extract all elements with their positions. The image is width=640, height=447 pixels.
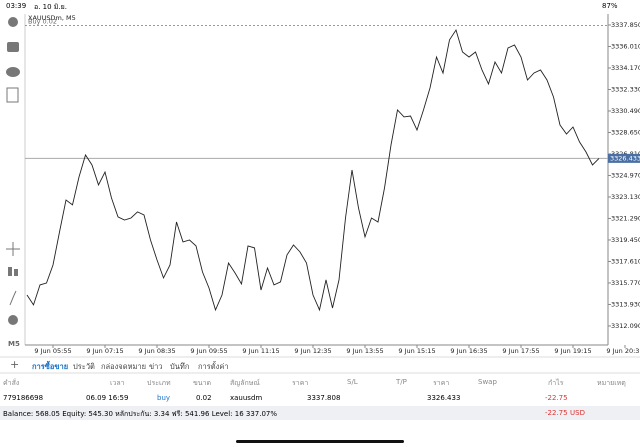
table-cell: 779186698	[3, 394, 44, 402]
column-header: หมายเหตุ	[597, 379, 626, 387]
period-label[interactable]: M5	[8, 340, 20, 348]
tab[interactable]: การตั้งค่า	[198, 362, 229, 371]
x-tick-label: 9 Jun 05:55	[34, 347, 71, 355]
x-tick-label: 9 Jun 15:15	[398, 347, 435, 355]
icon-indicator[interactable]	[9, 290, 17, 306]
icon-account[interactable]	[8, 17, 18, 27]
tab[interactable]: ประวัติ	[73, 362, 95, 371]
x-tick-label: 9 Jun 17:55	[502, 347, 539, 355]
y-tick-label: 3319.450	[611, 236, 640, 244]
toolbar	[6, 17, 20, 325]
tab[interactable]: บันทึก	[170, 362, 190, 371]
column-header: Swap	[478, 378, 497, 386]
icon-candles[interactable]	[8, 267, 12, 276]
x-tick-label: 9 Jun 16:35	[450, 347, 487, 355]
icon-objects[interactable]	[8, 315, 18, 325]
y-tick-label: 3328.650	[611, 128, 640, 136]
y-tick-label: 3315.770	[611, 279, 640, 287]
column-header: ราคา	[292, 379, 309, 387]
x-tick-label: 9 Jun 07:15	[86, 347, 123, 355]
x-tick-label: 9 Jun 12:35	[294, 347, 331, 355]
balance-summary: Balance: 568.05 Equity: 545.30 หลักประกั…	[3, 410, 278, 418]
tab[interactable]: ข่าว	[149, 362, 163, 371]
tab[interactable]: กล่องจดหมาย	[101, 362, 147, 371]
order-label: Buy 0.02	[28, 17, 57, 25]
table-cell: 3337.808	[307, 394, 341, 402]
table-cell: 3326.433	[427, 394, 461, 402]
add-button[interactable]: +	[10, 358, 19, 371]
status-date: อ. 10 มิ.ย.	[34, 3, 67, 11]
icon-trade[interactable]	[7, 42, 19, 52]
column-header: เวลา	[110, 379, 125, 387]
status-time: 03:39	[6, 2, 27, 10]
column-header: T/P	[396, 378, 407, 386]
column-header: ขนาด	[193, 379, 212, 387]
symbol-label: XAUUSDm, M5	[28, 14, 76, 22]
summary-background	[0, 406, 640, 420]
column-header: คำสั่ง	[3, 379, 20, 387]
table-cell: -22.75	[545, 394, 568, 402]
tab[interactable]: การซื้อขาย	[32, 362, 69, 371]
x-tick-label: 9 Jun 20:35	[606, 347, 640, 355]
table-cell: xauusdm	[230, 394, 263, 402]
y-tick-label: 3317.610	[611, 257, 640, 265]
y-tick-label: 3323.130	[611, 193, 640, 201]
table-cell: 06.09 16:59	[86, 394, 129, 402]
x-tick-label: 9 Jun 13:55	[346, 347, 383, 355]
x-tick-label: 9 Jun 11:15	[242, 347, 279, 355]
icon-crosshair[interactable]	[6, 242, 20, 256]
y-tick-label: 3313.930	[611, 300, 640, 308]
y-tick-label: 3336.010	[611, 42, 640, 50]
current-price-label: 3326.433	[610, 154, 640, 162]
total-profit: -22.75	[545, 409, 568, 417]
y-tick-label: 3334.170	[611, 64, 640, 72]
column-header: สัญลักษณ์	[230, 379, 260, 387]
icon-candles-2[interactable]	[14, 269, 18, 276]
current-price-box	[608, 153, 640, 163]
home-indicator	[236, 440, 404, 443]
y-tick-label: 3324.970	[611, 171, 640, 179]
price-line	[26, 28, 600, 312]
y-tick-label: 3337.850	[611, 21, 640, 29]
currency: USD	[570, 409, 585, 417]
y-tick-label: 3312.090	[611, 322, 640, 330]
x-tick-label: 9 Jun 19:15	[554, 347, 591, 355]
table-cell: 0.02	[196, 394, 212, 402]
x-tick-label: 9 Jun 08:35	[138, 347, 175, 355]
column-header: กำไร	[548, 379, 564, 387]
y-tick-label: 3321.290	[611, 214, 640, 222]
column-header: ประเภท	[147, 379, 171, 387]
status-battery: 87%	[602, 2, 618, 10]
icon-chat[interactable]	[6, 67, 20, 77]
y-tick-label: 3332.330	[611, 85, 640, 93]
y-tick-label: 3330.490	[611, 107, 640, 115]
x-tick-label: 9 Jun 09:55	[190, 347, 227, 355]
icon-new[interactable]	[6, 87, 19, 103]
column-header: S/L	[347, 378, 358, 386]
table-cell: buy	[157, 394, 171, 402]
column-header: ราคา	[433, 379, 450, 387]
